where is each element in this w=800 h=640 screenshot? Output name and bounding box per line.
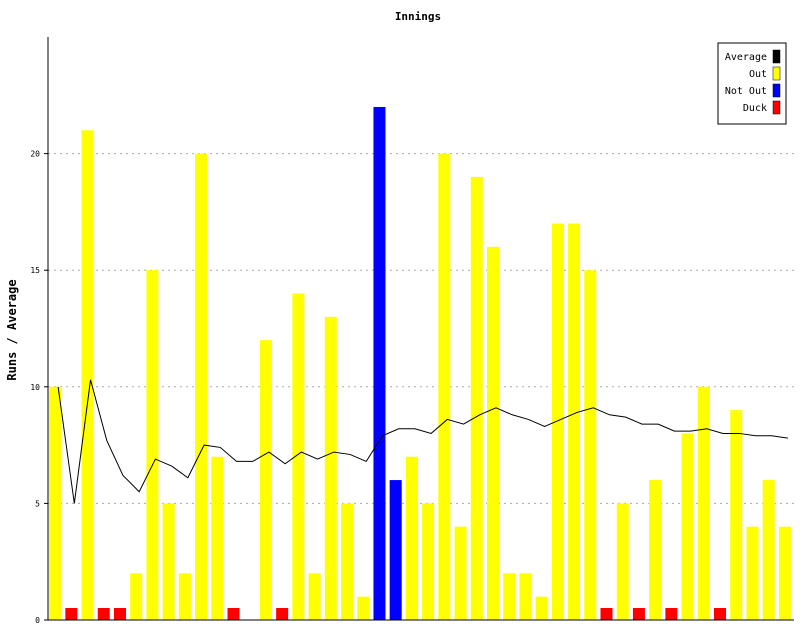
bar-out [162,503,175,620]
bar-duck [600,608,613,620]
bar-series [49,106,791,621]
legend-swatch [772,83,781,98]
bar-not-out [373,106,386,620]
bar-out [178,573,191,620]
bar-out [130,573,143,620]
bar-duck [714,608,727,620]
bar-duck [276,608,289,620]
legend-label: Average [725,52,767,63]
bar-out [486,246,499,620]
bar-out [568,223,581,620]
bar-out [551,223,564,620]
bar-out [649,480,662,620]
bar-out [81,130,94,620]
bar-out [503,573,516,620]
bar-out [292,293,305,620]
bar-duck [227,608,240,620]
legend: Average Out Not Out Duck [717,42,787,125]
bar-out [146,270,159,620]
legend-swatch [772,66,781,81]
legend-label: Out [749,69,767,80]
bar-out [681,433,694,620]
legend-label: Duck [743,103,767,114]
average-line [57,379,788,504]
bar-out [519,573,532,620]
bar-out [211,456,224,620]
legend-swatch [772,100,781,115]
bar-out [454,526,467,620]
bar-out [470,176,483,621]
y-axis-label: Runs / Average [5,279,19,380]
legend-swatch [772,49,781,64]
bar-out [405,456,418,620]
bar-duck [97,608,110,620]
y-tick-label: 0 [35,616,40,625]
bar-out [308,573,321,620]
bar-out [49,386,62,620]
bar-out [535,596,548,620]
bar-out [746,526,759,620]
bar-out [341,503,354,620]
average-line-group [57,379,788,504]
gridlines [48,153,794,504]
y-tick-label: 10 [30,383,40,392]
bar-duck [632,608,645,620]
bar-out [584,270,597,620]
bar-duck [665,608,678,620]
y-tick-label: 5 [35,499,40,508]
bar-out [697,386,710,620]
bar-out [195,153,208,620]
bar-out [324,316,337,620]
bar-duck [65,608,78,620]
chart-title: Innings [395,10,441,23]
bar-out [422,503,435,620]
bar-out [778,526,791,620]
y-tick-label: 20 [30,150,40,159]
y-tick-labels: 0 5 10 15 20 [30,150,48,625]
bar-not-out [389,480,402,620]
bar-out [438,153,451,620]
bar-out [762,480,775,620]
bar-out [357,596,370,620]
bar-out [730,410,743,620]
y-tick-label: 15 [30,266,40,275]
legend-label: Not Out [725,86,767,97]
axes [47,37,794,621]
bar-out [259,340,272,620]
bar-out [616,503,629,620]
bar-duck [113,608,126,620]
